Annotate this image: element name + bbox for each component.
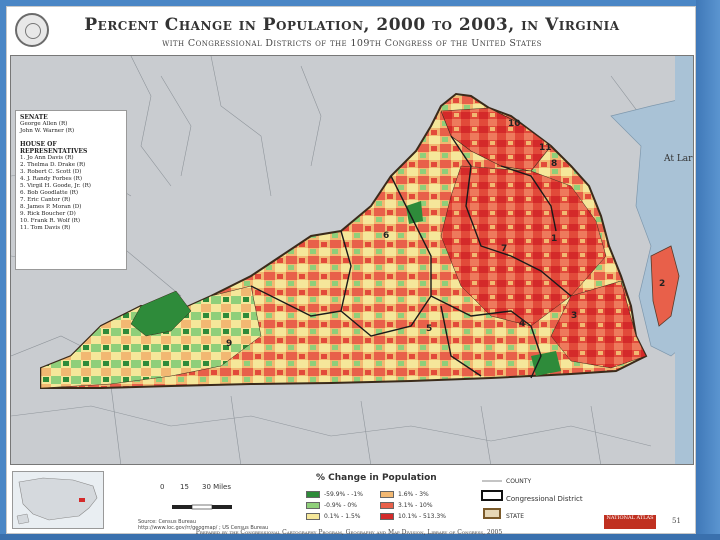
scale-tick-15: 15 [180, 483, 189, 491]
map-frame: 10 11 8 1 7 6 5 4 3 2 9 At Larg SENATE G… [10, 55, 694, 465]
atlantic-ocean [675, 56, 693, 464]
preparer-credit: Prepared by the Congressional Cartograph… [195, 529, 503, 536]
us-inset-map [12, 471, 104, 529]
legend-label-5: 0.1% - 1.5% [324, 513, 361, 520]
central-corridor-growth [440, 165, 607, 327]
legend-swatch-5 [306, 513, 320, 520]
map-title: Percent Change in Population, 2000 to 20… [84, 15, 620, 35]
map-footer: 0 15 30 Miles Source: Census Bureau http… [10, 469, 694, 531]
map-poster: Percent Change in Population, 2000 to 20… [6, 6, 697, 536]
legend-swatch-4 [380, 502, 394, 509]
district-2-number: 2 [659, 279, 665, 289]
representative-4: 4. J. Randy Forbes (R) [20, 176, 83, 182]
legend-label-6: 10.1% - 513.3% [398, 513, 446, 520]
valley-decline [406, 201, 423, 224]
page-number: 51 [672, 517, 681, 525]
at-large-label: At Larg [663, 154, 694, 164]
district-legend-label: Congressional District [506, 495, 583, 503]
representative-11: 11. Tom Davis (R) [20, 225, 71, 231]
senate-header: SENATE [20, 114, 48, 121]
legend-swatch-2 [380, 491, 394, 498]
source-credit: Source: Census Bureau http://www.loc.gov… [138, 519, 268, 531]
legend-label-1: -59.9% - -1% [324, 491, 363, 498]
district-5-number: 5 [426, 324, 432, 334]
atlas-logo: NATIONAL ATLAS [604, 515, 656, 529]
district-11-number: 11 [539, 143, 552, 153]
virginia-locator [79, 498, 85, 502]
virginia-map: 10 11 8 1 7 6 5 4 3 2 9 At Larg [11, 56, 694, 464]
legend-label-4: 3.1% - 10% [398, 502, 433, 509]
house-header-line-1: HOUSE OF [20, 141, 57, 148]
library-seal-icon [15, 13, 49, 47]
legend-swatch-1 [306, 491, 320, 498]
representative-10: 10. Frank R. Wolf (R) [20, 218, 81, 224]
representatives-panel: SENATE George Allen (R) John W. Warner (… [15, 110, 127, 270]
representative-2: 2. Thelma D. Drake (R) [20, 162, 86, 168]
representative-1: 1. Jo Ann Davis (R) [20, 155, 74, 161]
district-7-number: 7 [501, 244, 507, 254]
representative-7: 7. Eric Cantor (R) [20, 197, 71, 203]
senator-1: George Allen (R) [20, 121, 68, 127]
legend-label-3: -0.9% - 0% [324, 502, 357, 509]
state-legend-label: STATE [506, 513, 525, 520]
slide-bottom-stripe [0, 534, 720, 540]
district-10-number: 10 [508, 119, 521, 129]
district-8-number: 8 [551, 159, 557, 169]
district-3-number: 3 [571, 311, 577, 321]
legend-title: % Change in Population [316, 473, 437, 483]
representative-6: 6. Bob Goodlatte (R) [20, 190, 79, 196]
source-line-1: Source: Census Bureau [138, 519, 197, 525]
poster-header: Percent Change in Population, 2000 to 20… [7, 7, 697, 57]
house-header-line-2: REPRESENTATIVES [20, 148, 88, 155]
legend-swatch-3 [306, 502, 320, 509]
representative-5: 5. Virgil H. Goode, Jr. (R) [20, 183, 91, 189]
representative-9: 9. Rick Boucher (D) [20, 211, 76, 217]
scale-bar [172, 504, 232, 510]
district-9-number: 9 [226, 339, 232, 349]
representative-8: 8. James P. Moran (D) [20, 204, 82, 210]
slide-side-stripe [696, 0, 720, 540]
scale-tick-30: 30 Miles [202, 483, 232, 491]
district-6-number: 6 [383, 231, 389, 241]
eastern-shore [650, 245, 680, 327]
senator-2: John W. Warner (R) [20, 128, 75, 134]
district-1-number: 1 [551, 234, 557, 244]
tidewater-growth [550, 280, 647, 369]
map-subtitle: with Congressional Districts of the 109t… [162, 38, 542, 49]
source-line-2: http://www.loc.gov/rr/geogmap/ ; US Cens… [138, 525, 269, 531]
legend-label-2: 1.6% - 3% [398, 491, 429, 498]
southside-decline [531, 351, 561, 376]
county-legend-label: COUNTY [506, 478, 532, 485]
boundary-legend [481, 480, 503, 519]
scale-tick-0: 0 [160, 483, 165, 491]
legend-swatch-6 [380, 513, 394, 520]
us-inset-svg [16, 477, 98, 525]
representative-3: 3. Robert C. Scott (D) [20, 169, 82, 175]
district-boundaries [250, 135, 572, 379]
far-southwest-decline [130, 290, 192, 337]
district-4-number: 4 [519, 319, 525, 329]
